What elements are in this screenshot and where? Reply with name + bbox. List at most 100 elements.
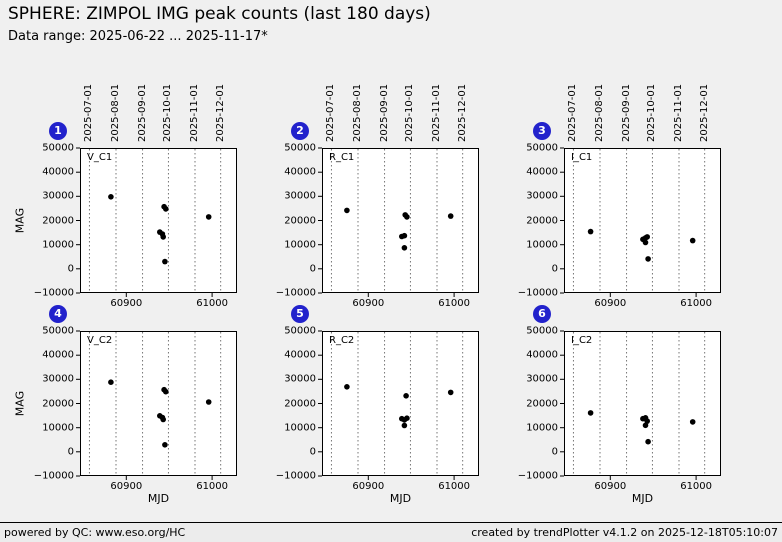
y-tick-label: 0 [551,446,558,458]
series-label: I_C2 [571,335,593,346]
subplot-i-c1: 3 I_C1 −10000 0 10000 20000 30000 40000 50000 … [518,84,721,309]
scatter-plot[interactable] [318,147,479,297]
y-tick-label: 0 [551,263,558,275]
y-tick-label: 20000 [526,398,558,409]
x-tick-label: 60900 [594,298,627,309]
series-label: V_C2 [87,335,113,346]
plot-number-badge: 3 [533,122,551,140]
month-gridline-label: 2025-10-01 [646,83,658,142]
y-tick-label: −10000 [517,470,558,482]
y-tick-label: 20000 [42,215,74,226]
plot-number-badge: 2 [291,122,309,140]
y-tick-label: 50000 [284,142,316,154]
month-gridline-label: 2025-11-01 [188,83,200,142]
y-tick-label: 40000 [42,349,74,361]
y-tick-label: 0 [67,263,74,275]
month-gridline-label: 2025-07-01 [567,83,579,142]
y-tick-label: 20000 [284,215,316,226]
y-tick-label: 40000 [284,166,316,178]
y-tick-label: −10000 [517,287,558,299]
subplot-r-c1: 2 R_C1 −10000 0 10000 20000 30000 40000 50000 … [276,84,479,309]
month-gridline-label: 2025-09-01 [378,83,390,142]
series-label: I_C1 [571,152,593,163]
y-tick-label: 20000 [526,215,558,226]
x-tick-label: 61000 [680,481,713,492]
plot-number-badge: 6 [533,305,551,323]
subplot-r-c2: 5 R_C2 −10000 0 10000 20000 30000 40000 50000 … [276,305,479,505]
plot-number-badge: 1 [49,122,67,140]
y-tick-label: −10000 [33,470,74,482]
x-tick-label: 60900 [110,481,143,492]
x-axis-label: MJD [147,492,170,505]
plot-number-badge: 4 [49,305,67,323]
scatter-plot[interactable] [76,147,237,297]
month-gridline-label: 2025-09-01 [136,83,148,142]
month-gridline-label: 2025-09-01 [620,83,632,142]
y-tick-label: −10000 [275,470,316,482]
y-tick-label: 30000 [42,373,74,385]
y-tick-label: 40000 [284,349,316,361]
y-tick-label: 10000 [42,422,74,434]
y-tick-label: 50000 [526,325,558,337]
x-tick-label: 61000 [438,298,471,309]
y-tick-label: −10000 [275,287,316,299]
x-axis-label: MJD [631,492,654,505]
y-tick-label: 10000 [284,422,316,434]
y-tick-label: 0 [309,446,316,458]
footer-created-by: created by trendPlotter v4.1.2 on 2025-1… [471,526,778,539]
footer-bar: powered by QC: www.eso.org/HC created by… [0,522,782,542]
y-tick-label: 50000 [526,142,558,154]
y-tick-label: 10000 [526,422,558,434]
x-tick-label: 61000 [196,298,229,309]
month-gridline-label: 2025-11-01 [430,83,442,142]
month-gridline-label: 2025-08-01 [352,83,364,142]
y-tick-label: 50000 [42,325,74,337]
x-tick-label: 61000 [680,298,713,309]
subplot-v-c2: 4 MAG V_C2 −10000 0 10000 20000 30000 40000 50… [14,305,237,505]
month-gridline-label: 2025-07-01 [325,83,337,142]
page-title: SPHERE: ZIMPOL IMG peak counts (last 180… [8,4,431,24]
month-gridline-label: 2025-07-01 [83,83,95,142]
x-tick-label: 60900 [352,481,385,492]
scatter-plot[interactable] [560,147,721,297]
y-tick-label: −10000 [33,287,74,299]
series-label: R_C2 [329,335,355,346]
scatter-plot[interactable] [560,330,721,480]
y-tick-label: 20000 [284,398,316,409]
y-tick-label: 40000 [526,166,558,178]
month-gridline-label: 2025-10-01 [404,83,416,142]
y-tick-label: 10000 [526,239,558,251]
month-gridline-label: 2025-10-01 [162,83,174,142]
y-axis-label: MAG [13,390,27,417]
y-tick-label: 30000 [526,373,558,385]
scatter-plot[interactable] [76,330,237,480]
y-tick-label: 50000 [284,325,316,337]
y-tick-label: 10000 [42,239,74,251]
y-tick-label: 30000 [526,190,558,202]
x-tick-label: 60900 [594,481,627,492]
y-tick-label: 40000 [42,166,74,178]
month-gridline-label: 2025-08-01 [594,83,606,142]
y-tick-label: 20000 [42,398,74,409]
x-axis-label: MJD [389,492,412,505]
month-gridline-label: 2025-12-01 [214,83,226,142]
y-tick-label: 10000 [284,239,316,251]
x-tick-label: 60900 [352,298,385,309]
data-range-subtitle: Data range: 2025-06-22 ... 2025-11-17* [8,29,268,44]
x-tick-label: 61000 [196,481,229,492]
y-tick-label: 0 [309,263,316,275]
series-label: V_C1 [87,152,113,163]
scatter-plot[interactable] [318,330,479,480]
y-tick-label: 30000 [284,373,316,385]
subplot-i-c2: 6 I_C2 −10000 0 10000 20000 30000 40000 50000 … [518,305,721,505]
month-gridline-label: 2025-11-01 [672,83,684,142]
x-tick-label: 60900 [110,298,143,309]
footer-qc-link[interactable]: powered by QC: www.eso.org/HC [4,526,186,539]
y-tick-label: 30000 [42,190,74,202]
plot-number-badge: 5 [291,305,309,323]
x-tick-label: 61000 [438,481,471,492]
y-tick-label: 40000 [526,349,558,361]
subplot-v-c1: 1 MAG V_C1 −10000 0 10000 20000 30000 40000 50… [14,84,237,309]
month-gridline-label: 2025-12-01 [456,83,468,142]
y-tick-label: 50000 [42,142,74,154]
